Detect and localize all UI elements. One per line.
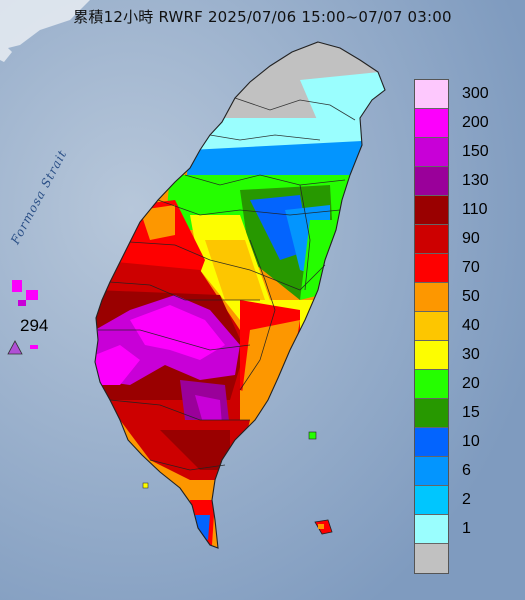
legend-swatch	[415, 225, 448, 254]
legend-label: 200	[462, 114, 489, 131]
island-green-island	[308, 431, 317, 440]
legend-label: 20	[462, 375, 480, 392]
island-orchid-island	[314, 519, 333, 535]
legend-label: 90	[462, 230, 480, 247]
legend-label: 6	[462, 462, 471, 479]
legend-swatch	[415, 341, 448, 370]
legend-label: 1	[462, 520, 471, 537]
color-legend	[414, 79, 449, 574]
legend-label: 70	[462, 259, 480, 276]
legend-swatch	[415, 196, 448, 225]
legend-label: 10	[462, 433, 480, 450]
legend-label: 2	[462, 491, 471, 508]
legend-swatch	[415, 515, 448, 544]
legend-swatch	[415, 312, 448, 341]
legend-label: 40	[462, 317, 480, 334]
legend-swatch	[415, 486, 448, 515]
legend-swatch	[415, 80, 448, 109]
legend-swatch	[415, 138, 448, 167]
legend-swatch	[415, 399, 448, 428]
legend-label: 150	[462, 143, 489, 160]
legend-label: 15	[462, 404, 480, 421]
legend-label: 110	[462, 201, 488, 218]
legend-swatch	[415, 254, 448, 283]
mainland-coast	[0, 0, 90, 62]
station-value: 294	[20, 316, 49, 335]
legend-swatch	[415, 457, 448, 486]
legend-swatch	[415, 544, 448, 573]
legend-swatch	[415, 428, 448, 457]
legend-swatch	[415, 109, 448, 138]
legend-label: 50	[462, 288, 480, 305]
island-xiaoliuqiu	[142, 482, 149, 489]
legend-label: 300	[462, 85, 489, 102]
map-title: 累積12小時 RWRF 2025/07/06 15:00~07/07 03:00	[73, 8, 452, 26]
legend-swatch	[415, 167, 448, 196]
station-marker	[7, 340, 23, 355]
legend-label: 130	[462, 172, 489, 189]
legend-label: 30	[462, 346, 480, 363]
island-penghu	[12, 280, 38, 349]
county-borders	[98, 97, 356, 471]
legend-swatch	[415, 370, 448, 399]
legend-swatch	[415, 283, 448, 312]
